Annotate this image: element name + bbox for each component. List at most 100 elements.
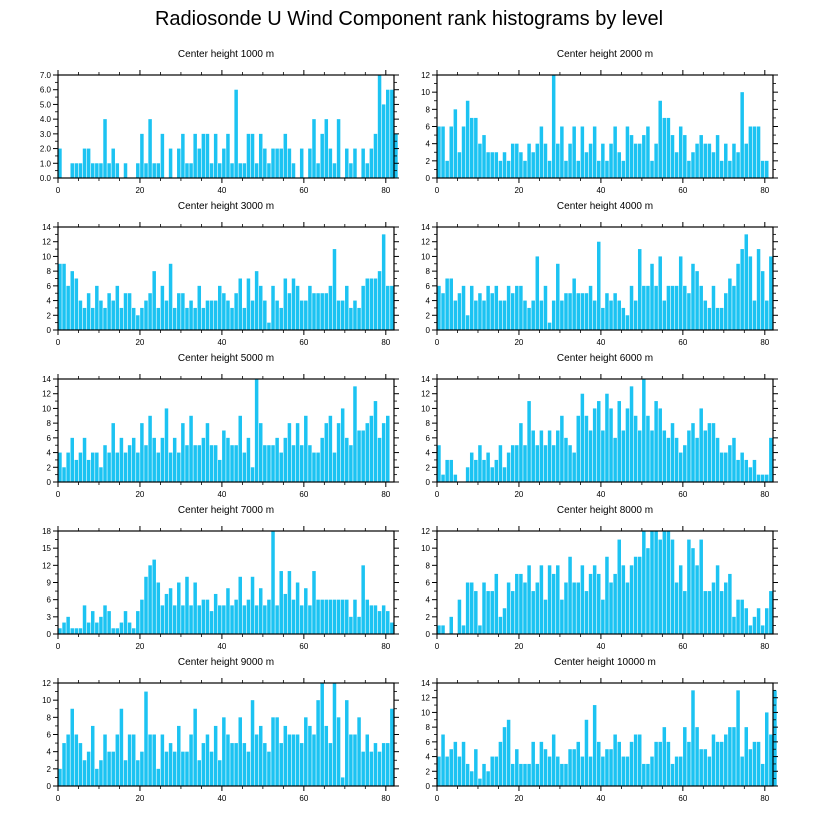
histogram-bar xyxy=(254,379,259,482)
histogram-bar xyxy=(568,143,572,178)
y-tick-label: 6 xyxy=(426,579,431,588)
histogram-bar xyxy=(527,401,531,482)
histogram-bar xyxy=(646,126,650,178)
histogram-bar xyxy=(715,437,720,482)
histogram-bar xyxy=(185,751,189,786)
histogram-bar xyxy=(666,285,671,330)
histogram-bar xyxy=(605,393,609,482)
histogram-bar xyxy=(703,143,708,178)
histogram-bar xyxy=(345,437,349,482)
x-tick-label: 20 xyxy=(135,338,144,347)
histogram-bar xyxy=(678,565,683,634)
histogram-bar xyxy=(621,430,626,482)
histogram-bar xyxy=(353,148,357,178)
histogram-bar xyxy=(230,605,234,634)
histogram-bar xyxy=(748,467,753,482)
histogram-bar xyxy=(732,616,736,634)
histogram-bar xyxy=(474,591,478,634)
histogram-bar xyxy=(209,751,214,786)
histogram-bar xyxy=(597,573,601,634)
histogram-bar xyxy=(357,430,361,482)
histogram-bar xyxy=(365,423,370,482)
histogram-bar xyxy=(123,163,128,178)
histogram-bar xyxy=(213,445,218,482)
y-tick-label: 12 xyxy=(42,390,51,399)
histogram-bar xyxy=(193,445,197,482)
histogram-bar xyxy=(494,152,499,178)
histogram-bar xyxy=(588,143,593,178)
histogram-bar xyxy=(564,160,568,178)
histogram-bar xyxy=(62,263,66,330)
histogram-bar xyxy=(527,763,531,786)
histogram-bar xyxy=(662,430,667,482)
histogram-bar xyxy=(769,437,773,482)
histogram-bar xyxy=(349,307,353,330)
x-tick-label: 80 xyxy=(760,490,769,499)
histogram-bar xyxy=(304,717,308,786)
histogram-bar xyxy=(197,605,202,634)
histogram-bar xyxy=(78,452,83,482)
histogram-bar xyxy=(699,539,703,634)
histogram-bar xyxy=(164,300,169,330)
histogram-bar xyxy=(62,467,66,482)
y-tick-label: 12 xyxy=(421,71,430,80)
histogram-bar xyxy=(551,300,556,330)
histogram-bar xyxy=(365,278,370,330)
histogram-bar xyxy=(752,126,757,178)
histogram-bar xyxy=(308,725,312,786)
histogram-bar xyxy=(584,591,589,634)
histogram-bar xyxy=(629,386,634,482)
histogram-bar xyxy=(732,143,736,178)
y-tick-label: 0 xyxy=(426,630,431,639)
histogram-bar xyxy=(299,148,304,178)
histogram-bar xyxy=(654,285,658,330)
histogram-bar xyxy=(535,143,540,178)
histogram-bar xyxy=(144,691,148,786)
histogram-bar xyxy=(588,430,593,482)
histogram-bar xyxy=(576,741,581,786)
y-tick-label: 0 xyxy=(47,782,52,791)
histogram-bar xyxy=(539,300,544,330)
y-tick-label: 10 xyxy=(421,88,430,97)
y-tick-label: 4 xyxy=(47,449,52,458)
histogram-bar xyxy=(267,322,271,330)
y-tick-label: 18 xyxy=(42,527,51,536)
histogram-bar xyxy=(441,126,445,178)
y-tick-label: 9 xyxy=(47,579,52,588)
y-tick-label: 15 xyxy=(42,544,51,553)
histogram-bar xyxy=(650,160,654,178)
histogram-bar xyxy=(740,92,744,178)
histogram-bar xyxy=(609,749,613,786)
histogram-bar xyxy=(201,743,206,786)
histogram-bar xyxy=(724,293,728,330)
histogram-bar xyxy=(687,293,691,330)
x-tick-label: 20 xyxy=(514,642,523,651)
histogram-panel-2: Center height 2000 m 0 2 4 6 8 10 12 0 20 40 60 80 xyxy=(421,49,778,195)
histogram-bar xyxy=(715,565,720,634)
histogram-bar xyxy=(543,599,548,634)
histogram-bar xyxy=(601,430,605,482)
histogram-bar xyxy=(478,625,482,634)
y-tick-label: 12 xyxy=(421,238,430,247)
histogram-bar xyxy=(601,307,605,330)
histogram-bar xyxy=(279,743,283,786)
histogram-bar xyxy=(90,452,95,482)
histogram-bar xyxy=(646,285,650,330)
histogram-panel-5: Center height 5000 m 0 2 4 6 8 10 12 14 0 20 40 60 80 xyxy=(42,353,399,499)
histogram-bar xyxy=(695,271,699,330)
histogram-bar xyxy=(197,445,202,482)
histogram-bar xyxy=(316,452,320,482)
histogram-bar xyxy=(494,459,499,482)
histogram-bar xyxy=(539,126,544,178)
histogram-bar xyxy=(486,591,490,634)
histogram-bar xyxy=(691,152,695,178)
histogram-bar xyxy=(90,163,95,178)
histogram-bar xyxy=(213,133,218,178)
histogram-bar xyxy=(617,741,621,786)
y-tick-label: 2 xyxy=(47,311,52,320)
histogram-panel-9: Center height 9000 m 0 2 4 6 8 10 12 0 20 40 60 80 xyxy=(42,657,399,803)
histogram-bar xyxy=(748,256,753,330)
histogram-bar xyxy=(670,285,675,330)
histogram-bar xyxy=(78,628,83,634)
